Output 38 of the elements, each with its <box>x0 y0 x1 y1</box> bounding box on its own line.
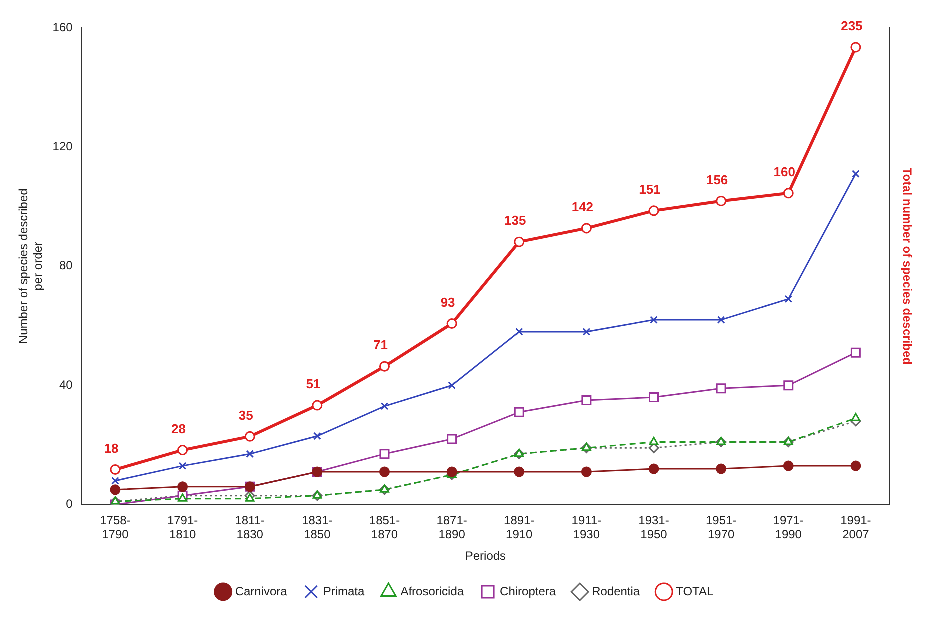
x-tick-label: 1891-1910 <box>504 513 535 542</box>
legend-label: Afrosoricida <box>400 584 464 598</box>
legend-label: Rodentia <box>592 584 640 598</box>
y-tick-label: 40 <box>59 378 74 392</box>
x-tick-label: 1758-1790 <box>100 513 131 542</box>
legend-label: Chiroptera <box>500 584 556 598</box>
data-label: 160 <box>774 164 796 180</box>
data-label: 28 <box>172 421 186 436</box>
x-tick-label: 1811-1830 <box>235 513 266 542</box>
y2-axis-title: Total number of species described <box>900 168 914 365</box>
x-tick-label: 1911-1930 <box>572 513 602 542</box>
data-label: 18 <box>104 440 119 456</box>
legend-label: Primata <box>323 584 366 598</box>
x-tick-label: 1991-2007 <box>840 513 872 542</box>
data-label: 135 <box>504 213 526 228</box>
legend-label: TOTAL <box>676 584 714 598</box>
x-tick-label: 1851-1870 <box>369 513 400 542</box>
x-tick-label: 1931-1950 <box>638 513 670 542</box>
data-label: 156 <box>706 172 728 188</box>
y-tick-label: 80 <box>59 258 74 273</box>
data-label: 142 <box>572 200 594 215</box>
x-tick-label: 1951-1970 <box>706 513 737 542</box>
x-axis-title: Periods <box>465 549 506 564</box>
y-tick-label: 160 <box>52 20 74 34</box>
y-axis-title: Number of species described per order <box>16 188 45 344</box>
data-label: 35 <box>238 408 254 423</box>
legend-label: Carnivora <box>235 584 288 598</box>
data-label: 71 <box>374 338 388 353</box>
x-tick-label: 1791-1810 <box>167 513 198 542</box>
data-label: 51 <box>306 376 321 392</box>
data-label: 93 <box>440 294 456 310</box>
x-tick-label: 1871-1890 <box>436 513 468 542</box>
y-tick-label: 0 <box>66 497 74 512</box>
data-label: 151 <box>639 182 661 198</box>
x-tick-label: 1971-1990 <box>773 513 804 542</box>
y-tick-label: 120 <box>52 140 74 154</box>
data-label: 235 <box>841 18 863 34</box>
x-tick-label: 1831-1850 <box>302 513 333 542</box>
